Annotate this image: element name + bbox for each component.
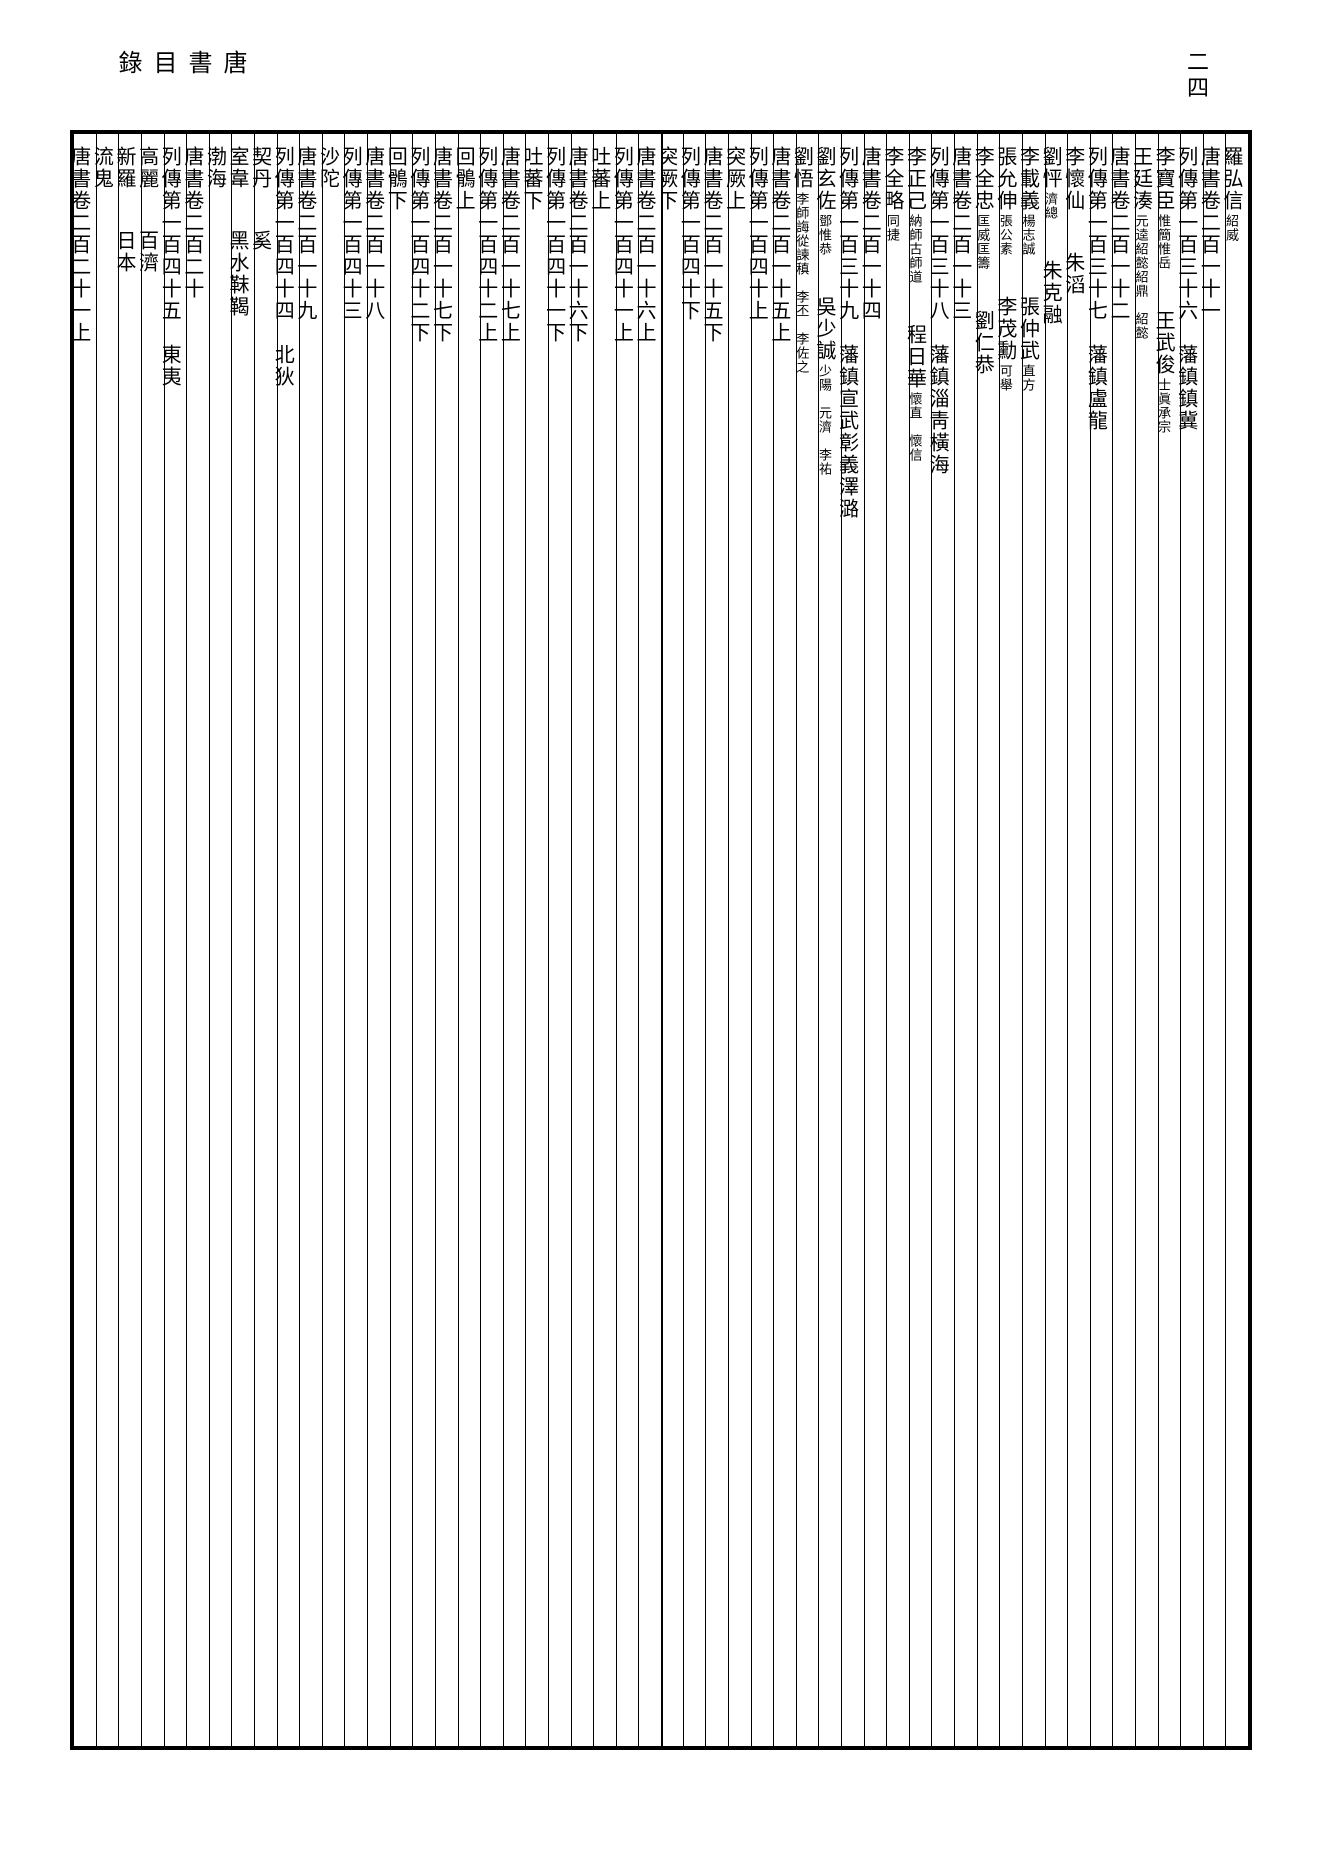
text-column: 唐書卷二百一十一 [1203,134,1226,1746]
book-title: 唐書 目錄 [110,50,250,110]
column-sub-annotation: 少陽 元濟 李祐 [817,364,832,476]
text-column: 新羅 日本 [118,134,141,1746]
column-annotation: 惟簡惟岳 [1156,214,1171,270]
text-column: 沙陀 [322,134,345,1746]
text-column: 唐書卷二百一十六下 [571,134,594,1746]
center-divider [661,134,663,1746]
text-column: 劉怦濟總 朱克融 [1045,134,1068,1746]
column-sub-annotation: 士眞承宗 [1156,378,1171,434]
text-column: 唐書卷二百一十六上 [638,134,661,1746]
text-column: 列傳第一百四十三 [344,134,367,1746]
column-annotation: 同捷 [885,214,900,242]
column-main-text: 唐書卷二百一十六上 [633,146,655,344]
text-column: 唐書卷二百一十七下 [435,134,458,1746]
text-column: 唐書卷二百一十五下 [705,134,728,1746]
text-column: 唐書卷二百一十二 [1112,134,1135,1746]
text-column: 列傳第一百四十一下 [548,134,571,1746]
text-column: 列傳第一百三十六 藩鎮鎮冀 [1180,134,1203,1746]
text-column: 列傳第一百四十二上 [480,134,503,1746]
text-column: 渤海 [209,134,232,1746]
text-column: 列傳第一百四十四 北狄 [277,134,300,1746]
text-column: 列傳第一百三十八 藩鎮淄靑橫海 [931,134,954,1746]
text-column: 列傳第一百三十七 藩鎮盧龍 [1090,134,1113,1746]
text-column: 突厥下 [661,134,683,1746]
text-column: 吐蕃下 [525,134,548,1746]
column-annotation: 元逵紹懿紹鼎 紹懿 [1134,214,1149,340]
text-column: 突厥上 [728,134,751,1746]
text-column: 唐書卷二百一十五上 [773,134,796,1746]
text-column: 羅弘信紹威 [1225,134,1248,1746]
column-annotation: 紹威 [1224,214,1239,242]
page-header: 唐書 目錄 二四 [70,50,1252,110]
text-column: 回鶻上 [458,134,481,1746]
column-annotation: 李師誨從諫稹 李丕 李佐之 [794,192,809,374]
column-main-text: 羅弘信 [1220,146,1242,212]
content-frame: 羅弘信紹威唐書卷二百一十一列傳第一百三十六 藩鎮鎮冀李寶臣惟簡惟岳 王武俊士眞承… [70,130,1252,1750]
text-column: 流鬼 [96,134,119,1746]
text-column: 唐書卷二百一十九 [299,134,322,1746]
page-number: 二四 [1180,50,1212,102]
column-annotation: 楊志誠 [1021,214,1036,256]
text-column: 李載義楊志誠 張仲武直方 [1022,134,1045,1746]
column-annotation: 匡威匡籌 [975,214,990,270]
right-page: 羅弘信紹威唐書卷二百一十一列傳第一百三十六 藩鎮鎮冀李寶臣惟簡惟岳 王武俊士眞承… [661,134,1248,1746]
text-column: 回鶻下 [390,134,413,1746]
text-column: 列傳第一百四十下 [683,134,706,1746]
column-annotation: 鄧惟恭 [817,214,832,256]
text-column: 室韋 黑水靺鞨 [231,134,254,1746]
text-column: 列傳第一百四十五 東夷 [164,134,187,1746]
column-annotation: 納師古師道 [907,214,922,284]
text-column: 吐蕃上 [593,134,616,1746]
text-column: 唐書卷二百二十一上 [74,134,96,1746]
column-sub-annotation: 懷直 懷信 [907,392,922,462]
text-column: 列傳第一百四十上 [751,134,774,1746]
left-page: 唐書卷二百一十六上列傳第一百四十一上吐蕃上唐書卷二百一十六下列傳第一百四十一下吐… [74,134,661,1746]
column-annotation: 濟總 [1043,192,1058,220]
column-sub-annotation: 可舉 [998,364,1013,392]
text-column: 列傳第一百三十九 藩鎮宣武彰義澤潞 [841,134,864,1746]
text-column: 唐書卷二百一十七上 [503,134,526,1746]
text-column: 列傳第一百四十二下 [412,134,435,1746]
text-column: 唐書卷二百一十四 [864,134,887,1746]
text-column: 唐書卷二百一十八 [367,134,390,1746]
text-column: 唐書卷二百二十 [186,134,209,1746]
column-annotation: 張公素 [998,214,1013,256]
text-column: 列傳第一百四十一上 [616,134,639,1746]
column-sub-annotation: 直方 [1021,364,1036,392]
